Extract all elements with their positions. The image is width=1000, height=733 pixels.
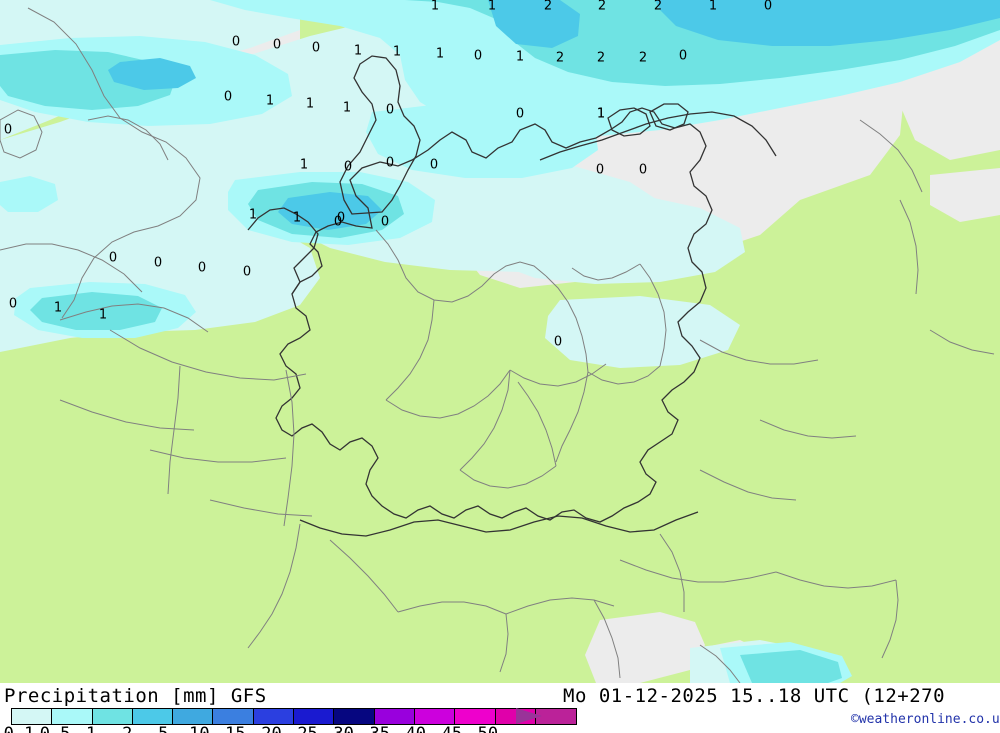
colorbar-tick: 1 (86, 724, 96, 733)
colorbar-swatch[interactable] (173, 709, 214, 724)
colorbar-swatch[interactable] (213, 709, 254, 724)
forecast-timestamp: Mo 01-12-2025 15..18 UTC (12+270 (563, 685, 946, 707)
colorbar-tick: 0.5 (40, 724, 71, 733)
colorbar-tick: 15 (225, 724, 245, 733)
colorbar-swatch[interactable] (253, 709, 295, 724)
map-canvas (0, 0, 1000, 683)
colorbar-swatch[interactable] (414, 709, 456, 724)
colorbar-swatch[interactable] (334, 709, 375, 724)
colorbar-swatch[interactable] (455, 709, 496, 724)
colorbar-swatch[interactable] (374, 709, 415, 724)
precipitation-colorbar[interactable] (11, 708, 578, 725)
colorbar-tick: 30 (333, 724, 353, 733)
colorbar-tick: 0.1 (4, 724, 35, 733)
precip-band-2 (108, 0, 1000, 230)
colorbar-tick: 2 (122, 724, 132, 733)
colorbar-tick: 20 (261, 724, 281, 733)
state-borders (0, 7, 995, 683)
colorbar-swatch[interactable] (535, 709, 577, 724)
colorbar-tick: 50 (478, 724, 498, 733)
colorbar-tick: 25 (297, 724, 317, 733)
colorbar-tick: 35 (369, 724, 389, 733)
colorbar-swatch[interactable] (294, 709, 335, 724)
country-borders (247, 55, 777, 537)
colorbar-tick: 5 (158, 724, 168, 733)
map-footer: Precipitation [mm] GFS Mo 01-12-2025 15.… (0, 683, 1000, 733)
legend-title: Precipitation [mm] GFS (4, 685, 267, 707)
colorbar-tick: 40 (406, 724, 426, 733)
colorbar-tick: 10 (189, 724, 209, 733)
colorbar-swatch[interactable] (92, 709, 133, 724)
colorbar-tick: 45 (442, 724, 462, 733)
colorbar-overflow-arrow-icon (516, 708, 542, 724)
colorbar-swatch[interactable] (132, 709, 174, 724)
copyright-notice: ©weatheronline.co.uk (851, 712, 1000, 727)
colorbar-tick-labels: 0.10.5125101520253035404550 (0, 724, 560, 733)
colorbar-swatch[interactable] (52, 709, 93, 724)
colorbar-swatch[interactable] (12, 709, 53, 724)
